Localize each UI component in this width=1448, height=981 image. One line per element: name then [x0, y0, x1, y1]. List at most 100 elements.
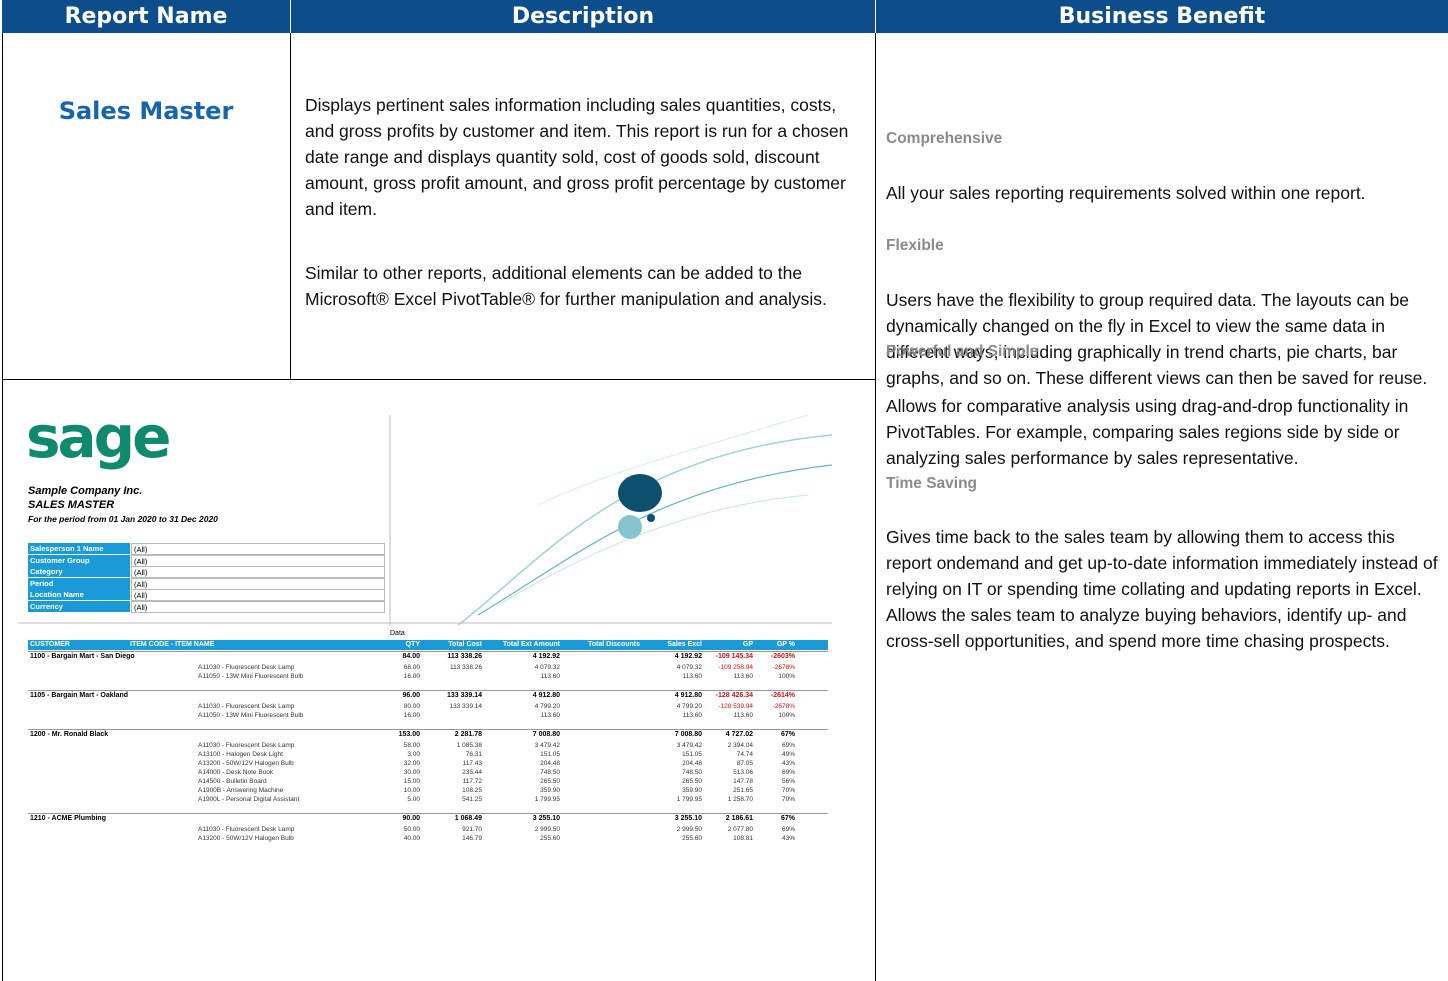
company: Sample Company Inc.: [28, 485, 142, 497]
item-cell: 151.05: [682, 750, 702, 759]
item-cell: 68.00: [404, 663, 420, 672]
item-cell: 113.60: [734, 672, 753, 681]
customer: 1100 - Bargain Mart - San Diego: [30, 652, 135, 662]
total-cell: 4 912.80: [533, 691, 560, 701]
item-cell: 49%: [782, 750, 795, 759]
item-cell: 113 338.26: [450, 663, 482, 672]
item-cell: 40.00: [404, 834, 420, 843]
total-cell: 2 186.61: [726, 814, 753, 824]
item-cell: 56%: [782, 777, 795, 786]
item-cell: 4 079.32: [677, 663, 702, 672]
item-cell: 43%: [782, 759, 795, 768]
column-header: QTY: [406, 640, 420, 650]
item-cell: 117.43: [463, 759, 482, 768]
benefit-title: Time Saving: [886, 475, 977, 493]
page: Report Name Description Business Benefit…: [0, 0, 1448, 981]
item-cell: 5.00: [407, 795, 420, 804]
header-cell: Report Name: [2, 0, 290, 33]
total-cell: 67%: [781, 730, 795, 740]
item-cell: 117.72: [463, 777, 482, 786]
customer: 1210 - ACME Plumbing: [30, 814, 106, 824]
item-cell: 3 479.42: [535, 741, 560, 750]
item-name: A14000 - Desk Note Book: [198, 768, 273, 777]
item-cell: 204.48: [682, 759, 702, 768]
item-cell: 748.50: [682, 768, 702, 777]
item-name: A11030 - Fluorescent Desk Lamp: [198, 741, 294, 750]
total-cell: 153.00: [399, 730, 420, 740]
total-cell: 1 068.49: [455, 814, 482, 824]
total-cell: 84.00: [402, 652, 420, 662]
item-cell: 80.00: [404, 702, 420, 711]
item-cell: 108.25: [462, 786, 482, 795]
description: Similar to other reports, additional ele…: [305, 260, 865, 312]
column-header: CUSTOMER: [30, 640, 70, 650]
benefit-text: All your sales reporting requirements so…: [886, 180, 1442, 206]
report-name: Sales Master: [2, 97, 290, 125]
benefit-text: Allows for comparative analysis using dr…: [886, 393, 1442, 471]
row-divider: [28, 813, 828, 814]
item-cell: 3.00: [407, 750, 420, 759]
total-cell: 4 192.92: [675, 652, 702, 662]
item-cell: 43%: [782, 834, 795, 843]
item-name: A1900L - Personal Digital Assistant: [198, 795, 299, 804]
item-cell: 2 394.04: [728, 741, 753, 750]
total-cell: 7 008.80: [675, 730, 702, 740]
item-name: A11030 - Fluorescent Desk Lamp: [198, 702, 294, 711]
border: [875, 33, 876, 981]
item-cell: 146.79: [462, 834, 482, 843]
item-name: A13200 - 50W/12V Halogen Bulb: [198, 834, 294, 843]
item-name: A11050 - 13W Mini Fluorescent Bulb: [198, 711, 303, 720]
total-cell: 67%: [781, 814, 795, 824]
item-cell: -2678%: [773, 663, 795, 672]
item-cell: 74.74: [737, 750, 753, 759]
data-label: Data: [390, 630, 405, 637]
item-cell: -2678%: [773, 702, 795, 711]
item-name: A13200 - 50W/12V Halogen Bulb: [198, 759, 294, 768]
customer: 1105 - Bargain Mart - Oakland: [30, 691, 128, 701]
item-cell: 265.50: [682, 777, 702, 786]
item-cell: 513.06: [733, 768, 753, 777]
border: [290, 33, 291, 380]
item-cell: 235.44: [462, 768, 482, 777]
item-cell: 50.00: [404, 825, 420, 834]
filter-value: (All): [131, 566, 385, 578]
total-cell: -2614%: [771, 691, 795, 701]
customer: 1200 - Mr. Ronald Black: [30, 730, 108, 740]
item-cell: 87.05: [737, 759, 753, 768]
item-cell: 147.78: [733, 777, 753, 786]
benefit-text: Gives time back to the sales team by all…: [886, 524, 1442, 654]
filter-value: (All): [131, 555, 385, 567]
period: For the period from 01 Jan 2020 to 31 De…: [28, 514, 218, 524]
item-cell: 3 479.42: [677, 741, 702, 750]
item-cell: 58.00: [404, 741, 420, 750]
benefit-text: Users have the flexibility to group requ…: [886, 287, 1442, 391]
item-cell: -109 258.94: [718, 663, 753, 672]
item-cell: 255.60: [682, 834, 702, 843]
item-cell: 70%: [782, 786, 795, 795]
item-cell: 251.65: [733, 786, 753, 795]
item-name: A14500 - Bulletin Board: [198, 777, 267, 786]
total-cell: 4 192.92: [533, 652, 560, 662]
filter-label: Salesperson 1 Name: [28, 543, 130, 555]
item-cell: 76.31: [466, 750, 482, 759]
column-header: GP %: [777, 640, 795, 650]
item-cell: 113.60: [683, 711, 702, 720]
total-cell: 7 008.80: [533, 730, 560, 740]
item-cell: 113.60: [541, 672, 560, 681]
item-cell: 359.90: [540, 786, 560, 795]
item-cell: 4 079.32: [535, 663, 560, 672]
item-cell: 204.48: [540, 759, 560, 768]
total-cell: 2 281.78: [455, 730, 482, 740]
border: [2, 379, 875, 380]
item-cell: 32.00: [404, 759, 420, 768]
row-divider: [28, 651, 828, 652]
total-cell: 113 338.26: [447, 652, 482, 662]
column-header: Total Cost: [448, 640, 482, 650]
benefit-title: Powerful and Simple: [886, 343, 1038, 361]
item-cell: 69%: [782, 741, 795, 750]
total-cell: -2603%: [771, 652, 795, 662]
header-cell: Business Benefit: [876, 0, 1448, 33]
column-header: Total Ext Amount: [503, 640, 560, 650]
item-cell: 359.90: [682, 786, 702, 795]
